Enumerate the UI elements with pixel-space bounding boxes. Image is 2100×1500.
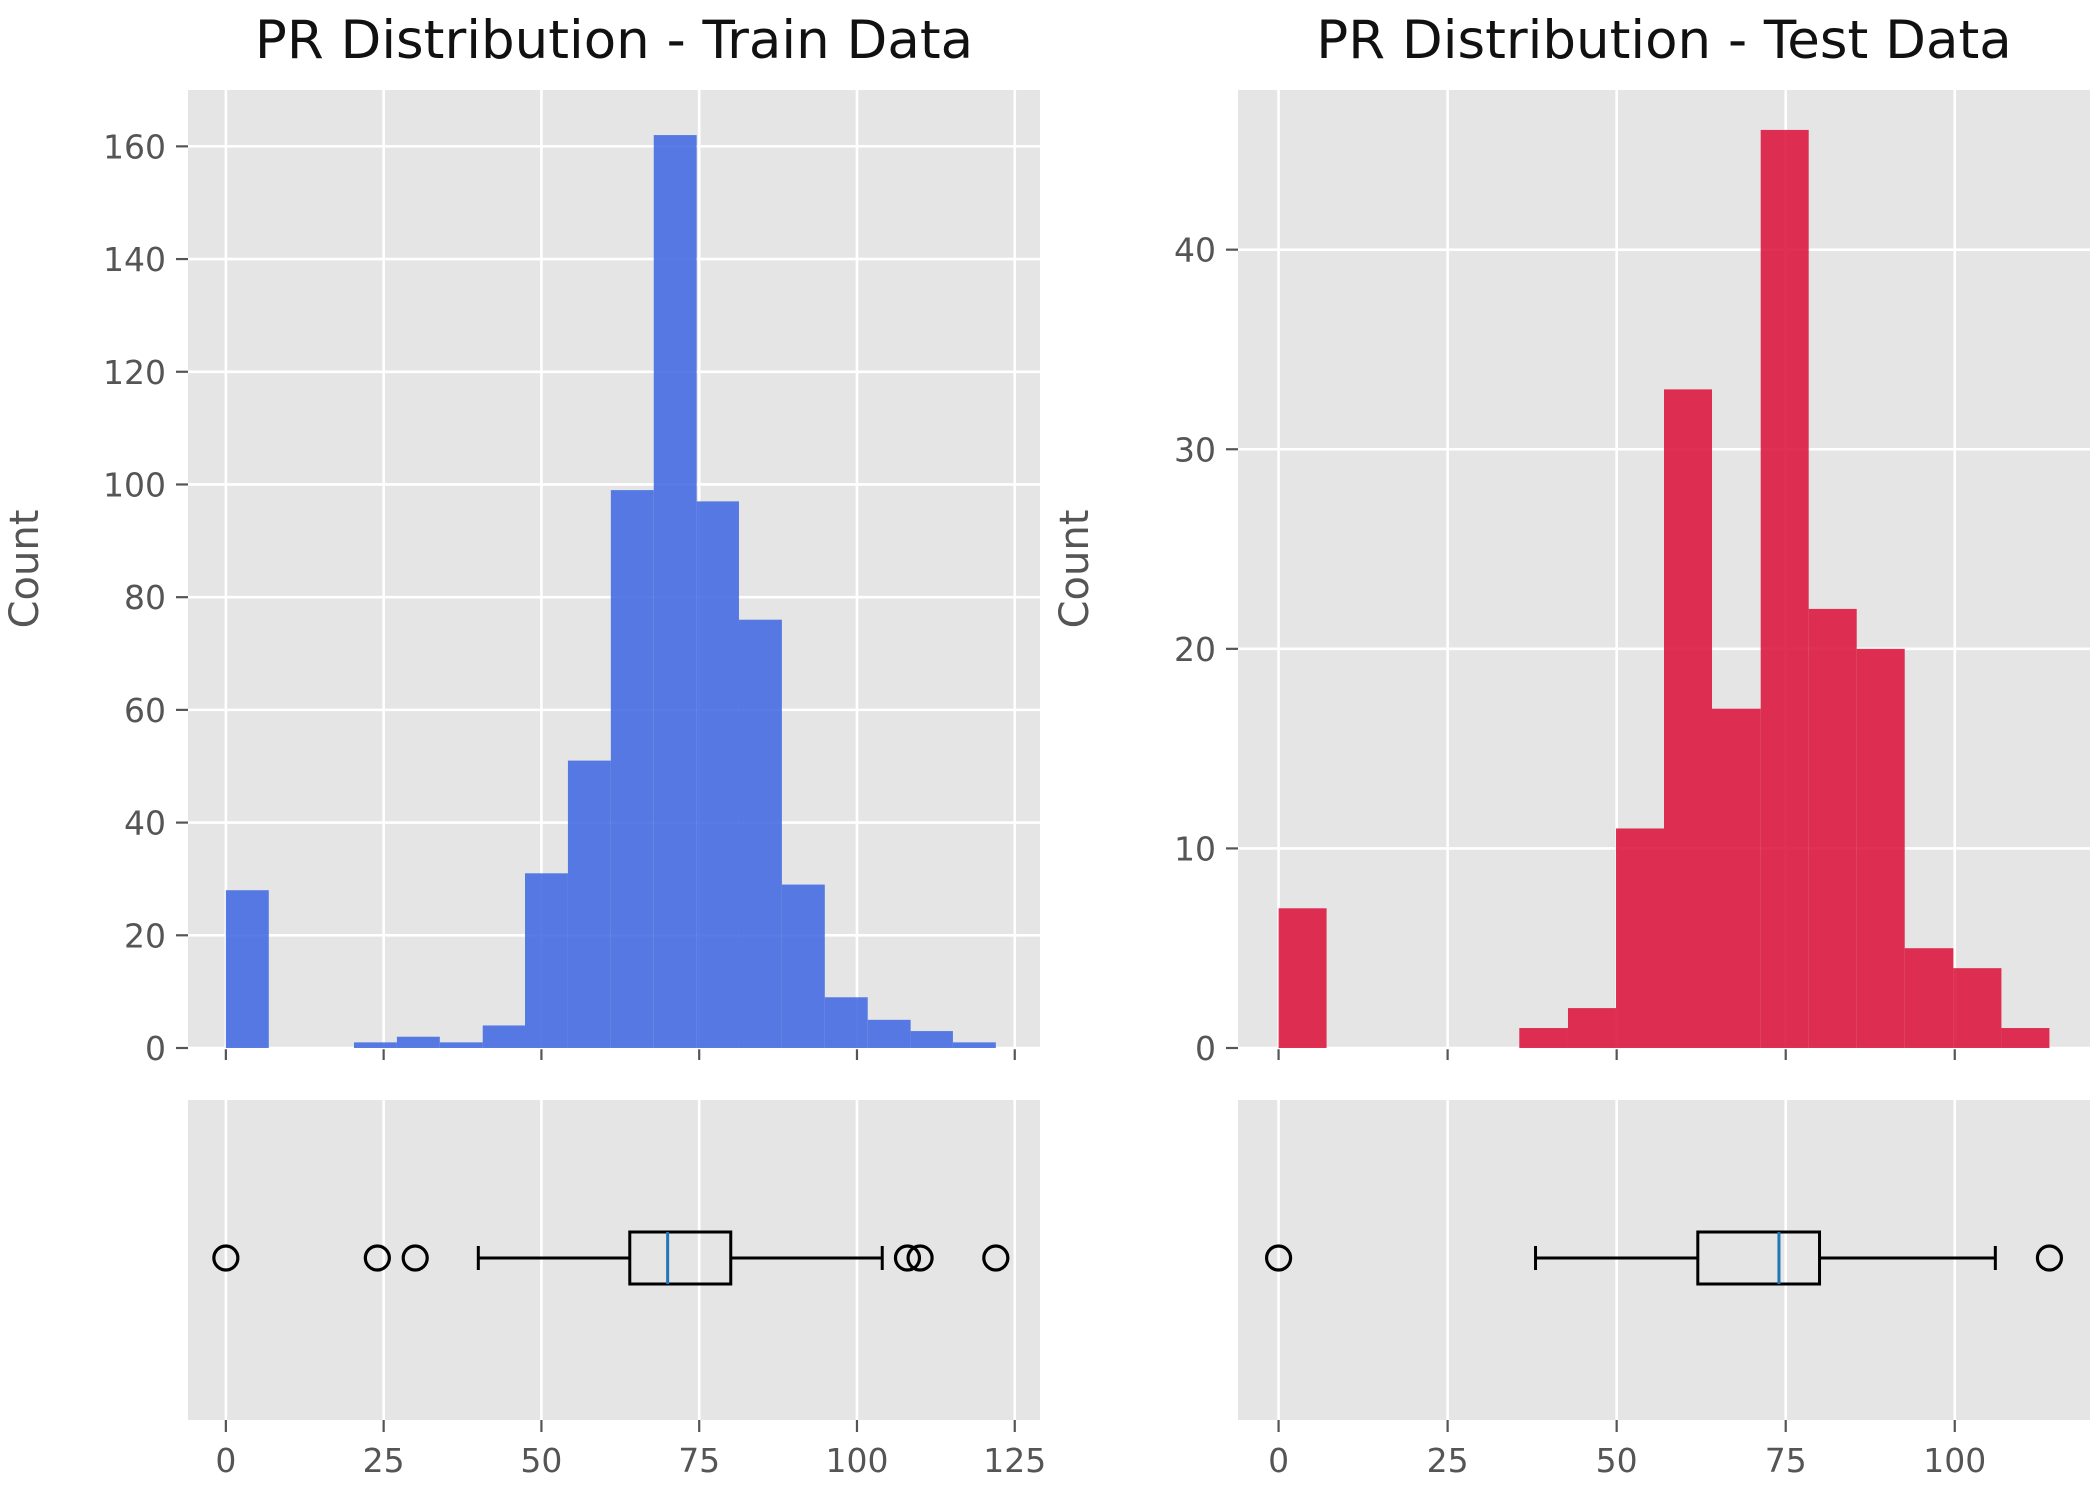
test-outlier-point	[2035, 1244, 2064, 1272]
train-histogram-bar	[482, 1025, 526, 1048]
train-histogram-bar	[824, 997, 868, 1048]
train-outlier-point	[906, 1244, 934, 1272]
test-histogram-bar	[1953, 968, 2002, 1048]
train-ytick-label: 100	[103, 465, 166, 504]
train-xtick-label: 25	[363, 1441, 405, 1480]
test-ytick-label: 20	[1174, 630, 1216, 669]
test-boxplot-panel	[1238, 1100, 2090, 1420]
train-chart-title: PR Distribution - Train Data	[255, 10, 973, 71]
train-histogram-bar	[353, 1042, 397, 1048]
train-histogram-bar	[396, 1036, 440, 1048]
train-histogram-bar	[910, 1031, 953, 1048]
test-ytick-label: 0	[1195, 1029, 1216, 1068]
test-histogram-bar	[1278, 908, 1327, 1048]
test-xtick-label: 100	[1923, 1441, 1986, 1480]
test-xtick-label: 0	[1268, 1441, 1289, 1480]
train-ytick-label: 160	[103, 127, 166, 166]
test-histogram-bar	[1808, 608, 1857, 1048]
test-histogram-bar	[1615, 828, 1664, 1048]
test-histogram-bar	[1664, 389, 1713, 1048]
train-ytick-label: 40	[124, 804, 166, 843]
train-boxplot-panel	[188, 1100, 1040, 1420]
train-xtick-label: 75	[678, 1441, 720, 1480]
train-ytick-label: 60	[124, 691, 166, 730]
train-histogram-bar	[781, 884, 825, 1048]
train-histogram-bar	[525, 873, 568, 1048]
train-ytick-label: 20	[124, 916, 166, 955]
train-outlier-point	[212, 1244, 240, 1272]
train-histogram-bar	[439, 1042, 483, 1048]
test-histogram-bar	[1904, 948, 1954, 1048]
test-chart-title: PR Distribution - Test Data	[1316, 10, 2011, 71]
test-box-iqr	[1696, 1230, 1822, 1286]
test-ytick-label: 40	[1174, 231, 1216, 270]
test-ytick-label: 10	[1174, 829, 1216, 868]
train-ytick-label: 80	[124, 578, 166, 617]
train-histogram-bar	[738, 619, 782, 1048]
test-histogram-bar	[1712, 708, 1761, 1048]
train-histogram-bar	[225, 890, 269, 1048]
test-ytick-label: 30	[1174, 430, 1216, 469]
train-histogram-bar	[696, 501, 739, 1048]
test-histogram-bar	[1856, 648, 1905, 1048]
train-histogram-bar	[653, 135, 697, 1049]
train-xtick-label: 125	[983, 1441, 1046, 1480]
train-outlier-point	[893, 1244, 922, 1272]
train-box-iqr	[628, 1230, 733, 1286]
train-xtick-label: 50	[520, 1441, 562, 1480]
test-histogram-bar	[1567, 1008, 1616, 1048]
test-xtick-label: 75	[1765, 1441, 1807, 1480]
train-outlier-point	[363, 1244, 391, 1272]
test-xtick-label: 50	[1596, 1441, 1638, 1480]
train-histogram-bar	[610, 490, 654, 1048]
test-ylabel: Count	[1052, 510, 1098, 629]
train-ytick-label: 0	[145, 1029, 166, 1068]
train-ytick-label: 120	[103, 353, 166, 392]
test-xtick-label: 25	[1427, 1441, 1469, 1480]
test-chart: 0 10 20 30 40 PR Distribution - Test Data Coun…	[1052, 10, 2090, 1480]
test-histogram-bar	[1519, 1028, 1568, 1048]
test-histogram-bar	[2001, 1028, 2050, 1048]
train-histogram-bar	[567, 760, 611, 1048]
train-chart: 0 20 40 60 80 100 120 140 160 PR Distribution - T…	[2, 10, 1046, 1480]
train-outlier-point	[982, 1244, 1010, 1272]
train-ylabel: Count	[2, 510, 48, 629]
train-histogram-bar	[952, 1042, 996, 1048]
train-xtick-label: 0	[215, 1441, 236, 1480]
train-ytick-label: 140	[103, 240, 166, 279]
train-xtick-label: 100	[825, 1441, 888, 1480]
train-histogram-bar	[867, 1019, 911, 1048]
test-outlier-point	[1264, 1244, 1293, 1272]
train-outlier-point	[401, 1244, 429, 1272]
test-histogram-bar	[1760, 129, 1809, 1048]
